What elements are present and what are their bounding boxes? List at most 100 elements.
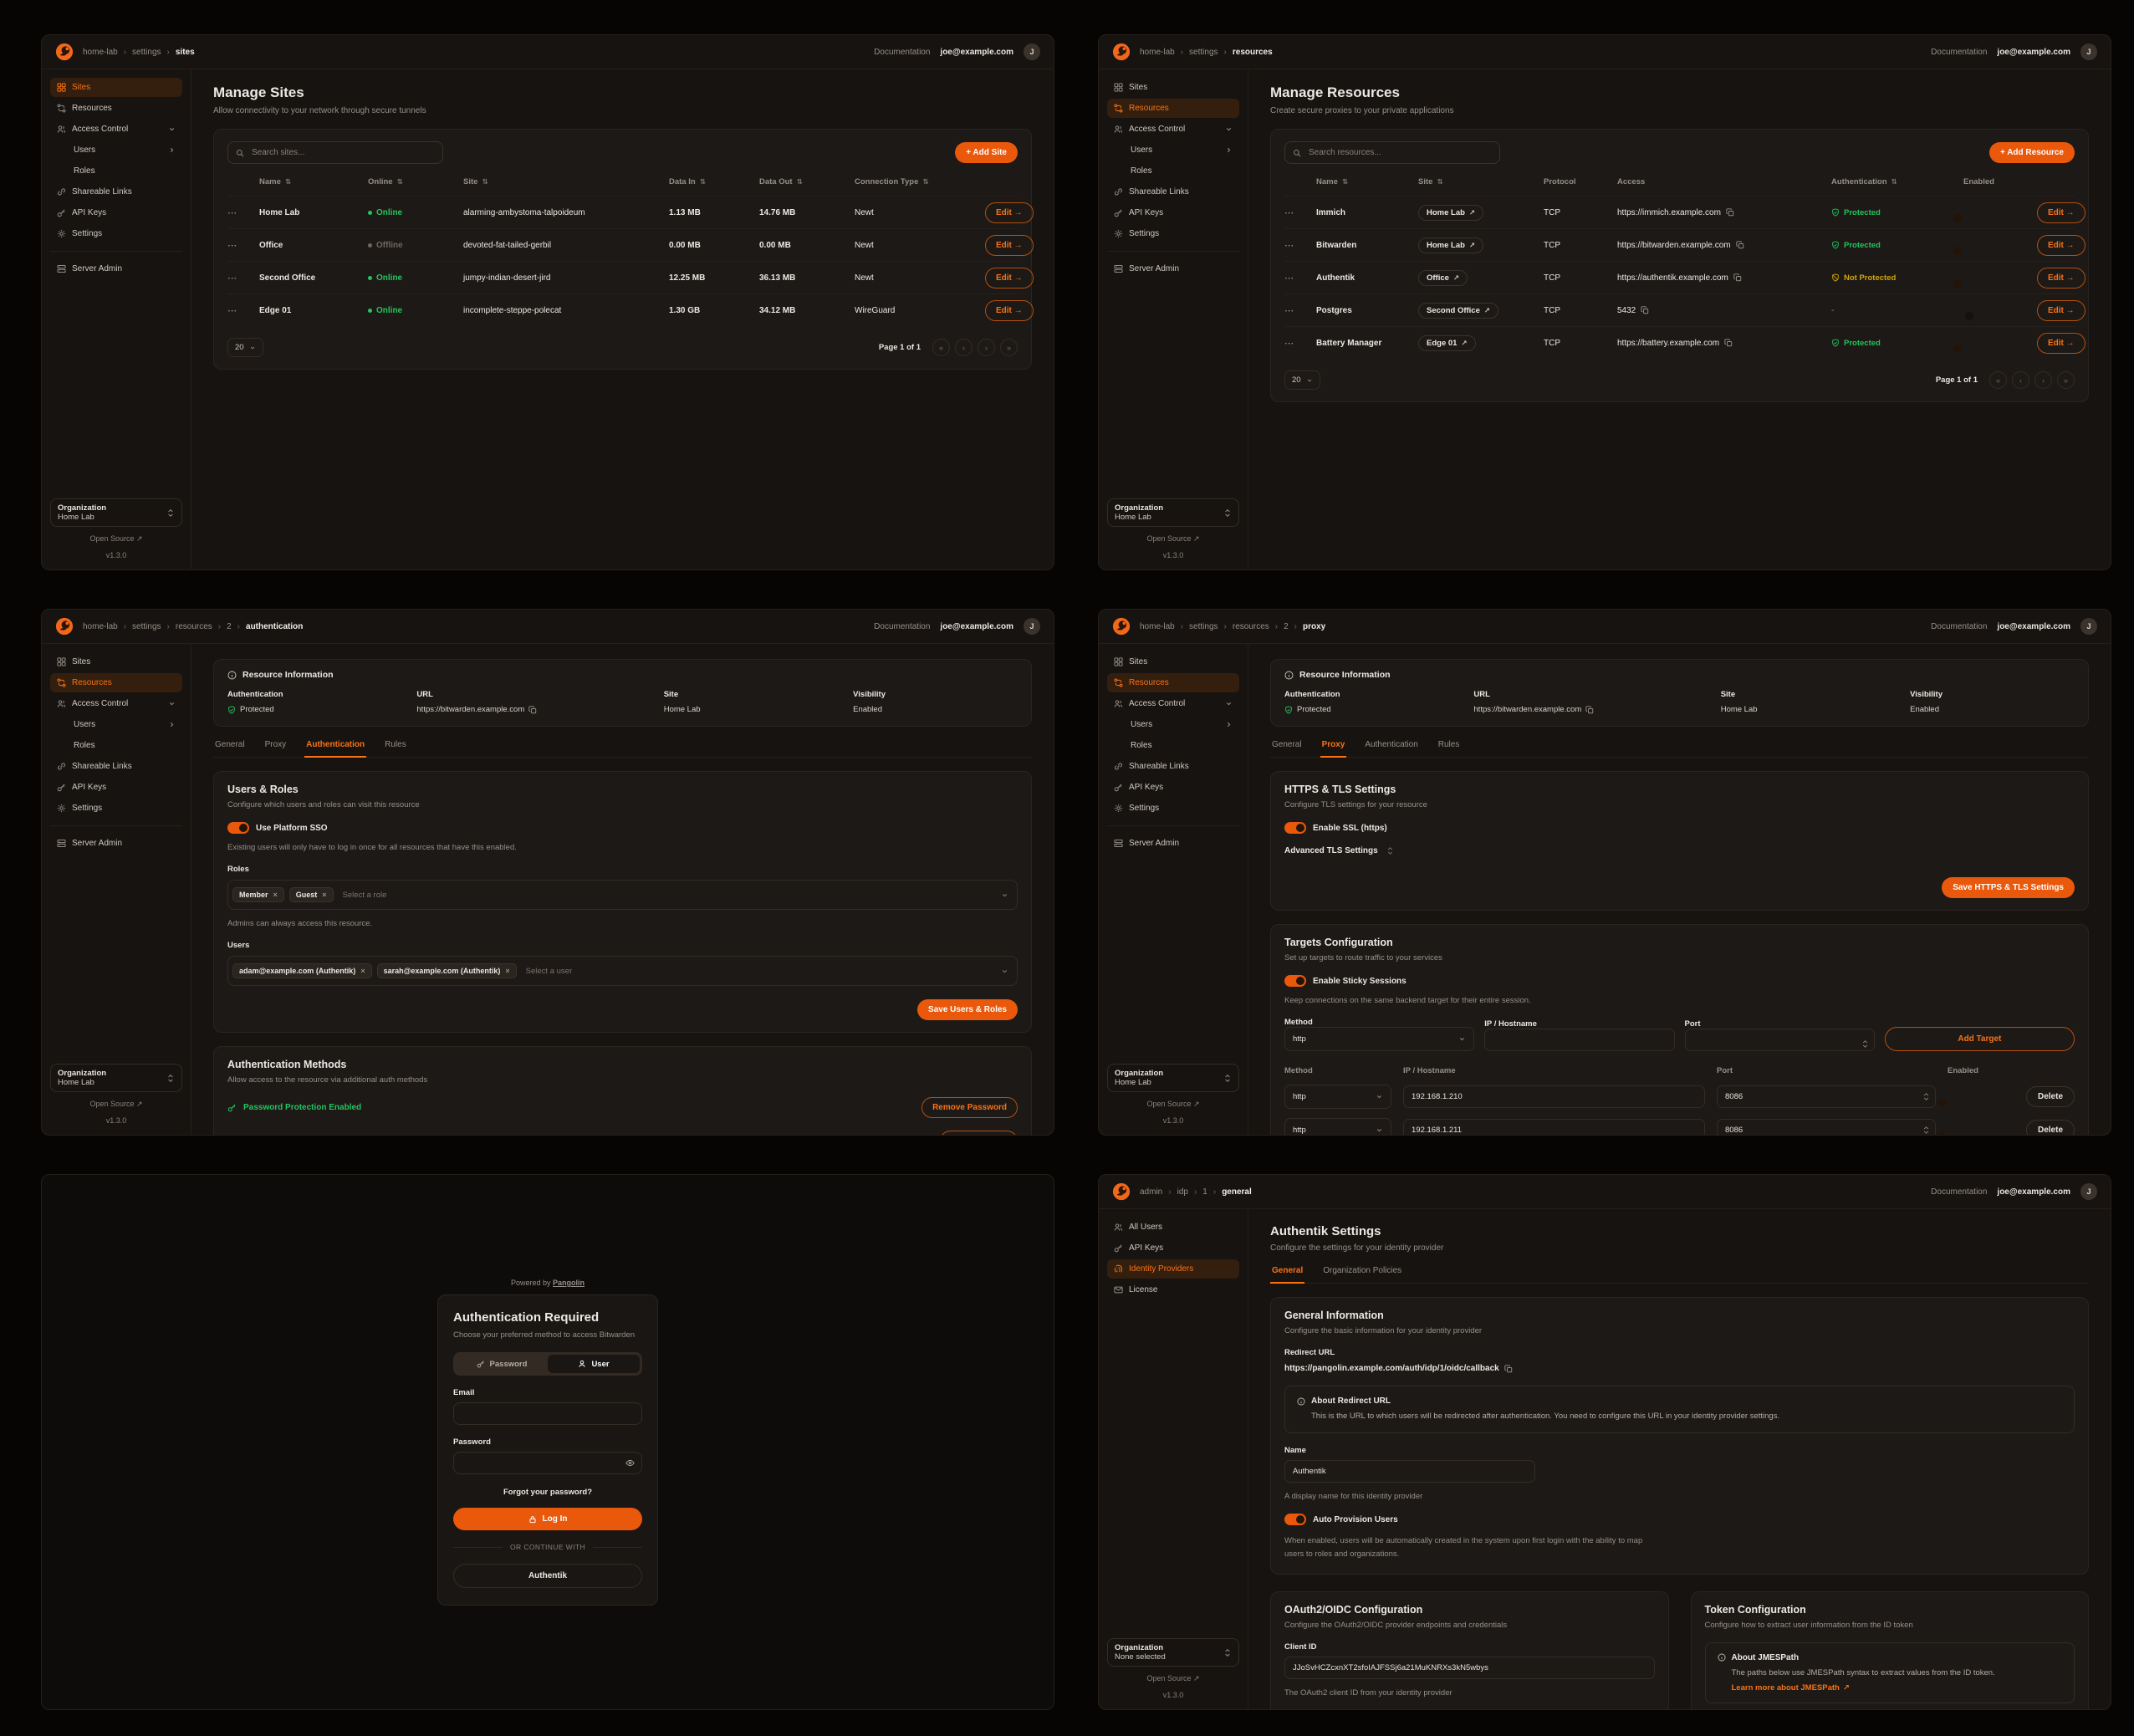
org-selector[interactable]: Organization Home Lab — [1107, 498, 1239, 527]
role-chip[interactable]: Guest × — [288, 887, 334, 902]
tab-general[interactable]: General — [215, 740, 245, 749]
row-menu-button[interactable]: ⋯ — [1284, 273, 1294, 283]
open-source-link[interactable]: Open Source ↗ — [89, 534, 143, 543]
avatar[interactable]: J — [2080, 1183, 2097, 1200]
col-online[interactable]: Online ⇅ — [368, 176, 403, 186]
port-input[interactable] — [1717, 1119, 1936, 1135]
sidebar-item-sites[interactable]: Sites — [1107, 78, 1239, 97]
sidebar-item-server-admin[interactable]: Server Admin — [50, 259, 182, 278]
tab-general[interactable]: General — [1272, 740, 1302, 749]
tab-user[interactable]: User — [548, 1355, 640, 1373]
site-chip[interactable]: Home Lab ↗ — [1418, 237, 1484, 253]
sidebar-item-access-control[interactable]: Access Control — [1107, 694, 1239, 713]
edit-button[interactable]: Edit → — [2037, 234, 2086, 256]
row-menu-button[interactable]: ⋯ — [1284, 305, 1294, 316]
avatar[interactable]: J — [2080, 43, 2097, 60]
org-selector[interactable]: Organization Home Lab — [50, 1064, 182, 1092]
sidebar-item-users[interactable]: Users — [50, 140, 182, 160]
sidebar-item-roles[interactable]: Roles — [50, 161, 182, 181]
breadcrumb-org[interactable]: home-lab — [83, 621, 118, 631]
page-size-select[interactable]: 20 — [227, 338, 263, 357]
sidebar-item-roles[interactable]: Roles — [1107, 736, 1239, 755]
remove-chip-icon[interactable]: × — [273, 891, 278, 899]
add-resource-button[interactable]: + Add Resource — [1988, 142, 2075, 163]
spinner-icon[interactable] — [1922, 1126, 1930, 1135]
copy-icon[interactable] — [1726, 208, 1734, 217]
tab-general[interactable]: General — [1270, 1266, 1305, 1284]
sidebar-item-server-admin[interactable]: Server Admin — [50, 834, 182, 853]
col-connection-type[interactable]: Connection Type ⇅ — [855, 176, 929, 186]
edit-button[interactable]: Edit → — [985, 234, 1034, 256]
hostname-input[interactable] — [1484, 1029, 1675, 1051]
spinner-icon[interactable] — [1861, 1039, 1869, 1049]
password-field[interactable] — [453, 1452, 642, 1474]
sidebar-item-api-keys[interactable]: API Keys — [50, 203, 182, 222]
site-chip[interactable]: Office ↗ — [1418, 269, 1468, 286]
site-chip[interactable]: Home Lab ↗ — [1418, 204, 1484, 221]
row-menu-button[interactable]: ⋯ — [1284, 240, 1294, 251]
sidebar-item-settings[interactable]: Settings — [50, 224, 182, 243]
edit-button[interactable]: Edit → — [2037, 332, 2086, 354]
tab-organization-policies[interactable]: Organization Policies — [1323, 1266, 1402, 1275]
avatar[interactable]: J — [1024, 618, 1040, 635]
avatar[interactable]: J — [2080, 618, 2097, 635]
col-authentication[interactable]: Authentication ⇅ — [1831, 176, 1897, 186]
sidebar-item-resources[interactable]: Resources — [50, 99, 182, 118]
advanced-tls-collapsible[interactable]: Advanced TLS Settings — [1284, 846, 1378, 855]
add-target-button[interactable]: Add Target — [1884, 1027, 2075, 1051]
sidebar-item-access-control[interactable]: Access Control — [50, 120, 182, 139]
breadcrumb-org[interactable]: home-lab — [83, 47, 118, 57]
tab-proxy[interactable]: Proxy — [264, 740, 287, 749]
col-data-in[interactable]: Data In ⇅ — [669, 176, 706, 186]
enable-ssl-toggle[interactable] — [1284, 822, 1306, 834]
remove-chip-icon[interactable]: × — [322, 891, 327, 899]
prev-page-button[interactable]: ‹ — [955, 339, 973, 356]
sidebar-item-identity-providers[interactable]: Identity Providers — [1107, 1259, 1239, 1279]
sidebar-item-roles[interactable]: Roles — [1107, 161, 1239, 181]
tab-password[interactable]: Password — [456, 1355, 548, 1373]
sidebar-item-api-keys[interactable]: API Keys — [1107, 778, 1239, 797]
copy-icon[interactable] — [1733, 273, 1742, 282]
col-site[interactable]: Site ⇅ — [463, 176, 488, 186]
role-chip[interactable]: Member × — [232, 887, 284, 902]
sidebar-item-users[interactable]: Users — [1107, 715, 1239, 734]
jmespath-learn-more-link[interactable]: Learn more about JMESPath ↗ — [1731, 1682, 1850, 1693]
copy-icon[interactable] — [1641, 306, 1649, 314]
sidebar-item-shareable-links[interactable]: Shareable Links — [1107, 182, 1239, 202]
sidebar-item-roles[interactable]: Roles — [50, 736, 182, 755]
col-data-out[interactable]: Data Out ⇅ — [759, 176, 803, 186]
edit-button[interactable]: Edit → — [2037, 267, 2086, 288]
next-page-button[interactable]: › — [2034, 371, 2052, 389]
last-page-button[interactable]: » — [1000, 339, 1018, 356]
platform-sso-toggle[interactable] — [227, 822, 249, 834]
sidebar-item-shareable-links[interactable]: Shareable Links — [50, 757, 182, 776]
org-selector[interactable]: Organization Home Lab — [1107, 1064, 1239, 1092]
documentation-link[interactable]: Documentation — [874, 47, 931, 57]
documentation-link[interactable]: Documentation — [1931, 621, 1988, 631]
sticky-sessions-toggle[interactable] — [1284, 975, 1306, 987]
method-select[interactable]: http — [1284, 1085, 1391, 1109]
col-name[interactable]: Name ⇅ — [259, 176, 291, 186]
sidebar-item-api-keys[interactable]: API Keys — [1107, 1238, 1239, 1258]
page-size-select[interactable]: 20 — [1284, 370, 1320, 390]
breadcrumb-resource-id[interactable]: 2 — [1284, 621, 1289, 631]
sidebar-item-users[interactable]: Users — [50, 715, 182, 734]
roles-select[interactable]: Member × Guest × Select a role — [227, 880, 1018, 910]
email-field[interactable] — [453, 1402, 642, 1425]
documentation-link[interactable]: Documentation — [1931, 47, 1988, 57]
method-select[interactable]: http — [1284, 1027, 1475, 1051]
first-page-button[interactable]: « — [932, 339, 950, 356]
copy-icon[interactable] — [528, 706, 537, 714]
user-chip[interactable]: adam@example.com (Authentik) × — [232, 963, 372, 978]
org-selector[interactable]: Organization None selected — [1107, 1638, 1239, 1667]
site-chip[interactable]: Edge 01 ↗ — [1418, 334, 1476, 351]
col-name[interactable]: Name ⇅ — [1316, 176, 1348, 186]
client-id-input[interactable] — [1284, 1656, 1655, 1679]
breadcrumb-org[interactable]: home-lab — [1140, 621, 1175, 631]
sidebar-item-settings[interactable]: Settings — [1107, 799, 1239, 818]
tab-proxy[interactable]: Proxy — [1320, 740, 1347, 758]
sidebar-item-sites[interactable]: Sites — [50, 652, 182, 671]
open-source-link[interactable]: Open Source ↗ — [89, 1100, 143, 1108]
open-source-link[interactable]: Open Source ↗ — [1146, 1100, 1200, 1108]
sidebar-item-settings[interactable]: Settings — [1107, 224, 1239, 243]
